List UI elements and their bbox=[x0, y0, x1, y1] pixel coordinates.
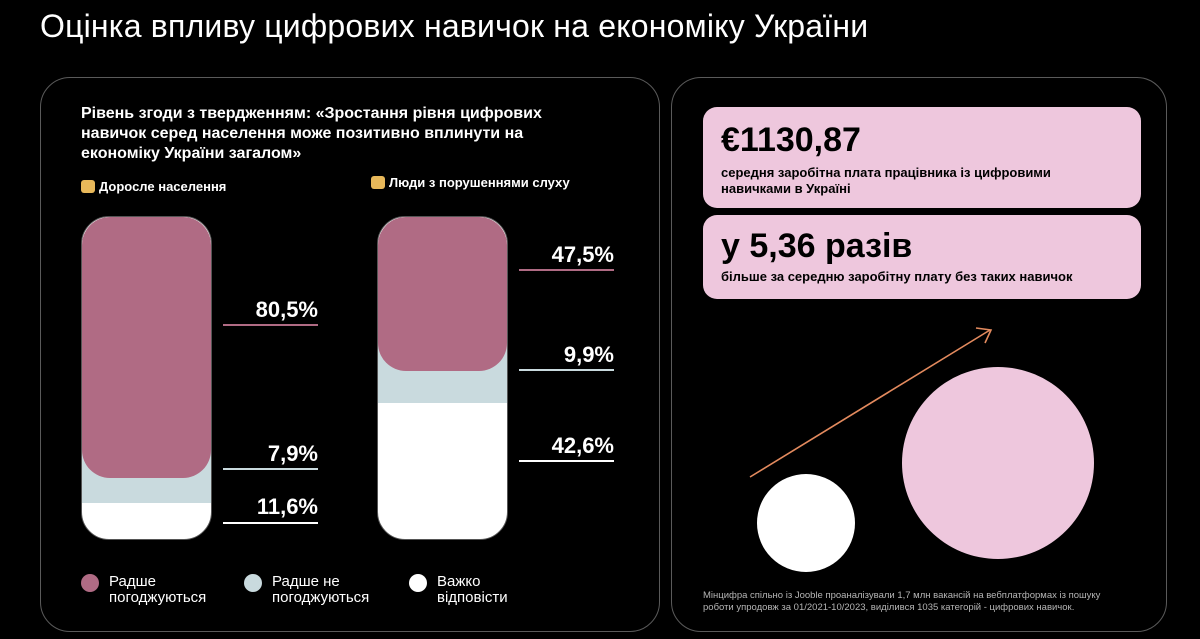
multiplier-value: у 5,36 разів bbox=[721, 227, 913, 265]
bar-segment-agree bbox=[378, 217, 507, 371]
small-circle bbox=[757, 474, 855, 572]
label-line bbox=[519, 460, 614, 462]
legend-label-hard: Важко відповісти bbox=[437, 573, 508, 606]
group-label-hearing: Люди з порушеннями слуху bbox=[371, 175, 571, 190]
data-label-adults-hard: 11,6% bbox=[256, 494, 318, 519]
data-label-adults-disagree: 7,9% bbox=[267, 441, 318, 466]
survey-question: Рівень згоди з твердженням: «Зростання р… bbox=[81, 105, 542, 162]
multiplier-stat-card: у 5,36 разів більше за середню заробітну… bbox=[703, 215, 1141, 299]
large-circle bbox=[902, 367, 1094, 559]
growth-arrow-line bbox=[749, 329, 991, 478]
stacked-bar-adults bbox=[81, 216, 212, 540]
label-line bbox=[223, 324, 318, 326]
bar-segment-agree bbox=[82, 217, 211, 478]
label-line bbox=[519, 269, 614, 271]
legend-swatch-agree bbox=[81, 574, 99, 592]
salary-panel: €1130,87 середня заробітна плата працівн… bbox=[671, 77, 1167, 632]
legend-label-agree: Радше погоджуються bbox=[109, 573, 207, 606]
hand-emoji-icon bbox=[371, 176, 385, 189]
legend-label-disagree: Радше не погоджуються bbox=[272, 573, 370, 606]
label-line bbox=[223, 522, 318, 524]
person-emoji-icon bbox=[81, 180, 95, 193]
arrow-head-icon bbox=[975, 327, 993, 344]
data-label-hearing-agree: 47,5% bbox=[551, 242, 614, 267]
label-line bbox=[519, 369, 614, 371]
salary-description: середня заробітна плата працівника із ци… bbox=[721, 165, 1051, 196]
stacked-bar-hearing bbox=[377, 216, 508, 540]
label-line bbox=[223, 468, 318, 470]
salary-value: €1130,87 bbox=[721, 121, 861, 159]
comparison-illustration bbox=[749, 327, 1094, 572]
page-title: Оцінка впливу цифрових навичок на економ… bbox=[40, 8, 869, 44]
legend-swatch-hard bbox=[409, 574, 427, 592]
source-footnote: Мінцифра спільно із Jooble проаналізувал… bbox=[703, 590, 1101, 613]
data-label-hearing-disagree: 9,9% bbox=[563, 342, 614, 367]
data-label-hearing-hard: 42,6% bbox=[551, 433, 614, 458]
group-label-adults: Доросле населення bbox=[81, 179, 281, 194]
data-label-adults-agree: 80,5% bbox=[255, 297, 318, 322]
multiplier-description: більше за середню заробітну плату без та… bbox=[721, 269, 1073, 284]
legend-swatch-disagree bbox=[244, 574, 262, 592]
salary-stat-card: €1130,87 середня заробітна плата працівн… bbox=[703, 107, 1141, 208]
survey-panel: Рівень згоди з твердженням: «Зростання р… bbox=[40, 77, 660, 632]
